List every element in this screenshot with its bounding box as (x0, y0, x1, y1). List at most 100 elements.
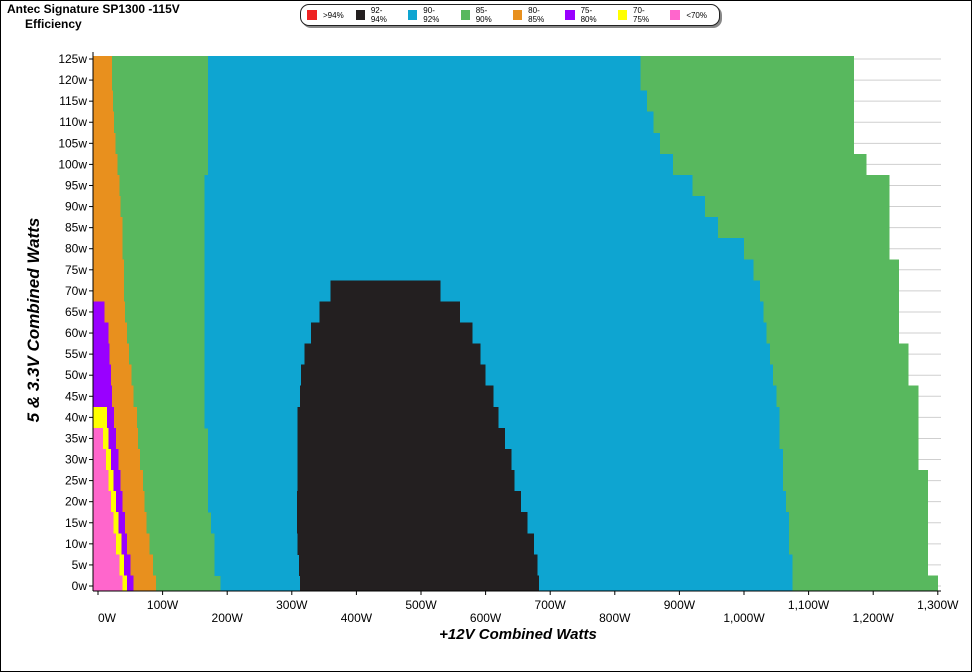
x-tick-label: 500W (405, 598, 437, 612)
region-cell (330, 280, 441, 302)
legend: >94% 92-94% 90-92% 85-90% 80-85% 75-80% 70-75%… (300, 4, 720, 26)
legend-item: <70% (670, 10, 707, 20)
region-cell (93, 259, 124, 281)
region-cell (204, 259, 754, 281)
region-cell (204, 343, 770, 366)
region-cell (93, 554, 120, 576)
region-cell (93, 90, 113, 113)
legend-swatch (670, 10, 681, 20)
legend-label: 75-80% (580, 6, 597, 24)
legend-item: 85-90% (460, 6, 501, 24)
region-cell (93, 301, 105, 323)
region-cell (204, 322, 767, 344)
region-cell (93, 343, 110, 366)
x-tick-label: 1,300W (917, 598, 959, 612)
y-tick-label: 45w (65, 389, 87, 403)
y-tick-label: 80w (65, 242, 87, 256)
region-cell (93, 364, 111, 387)
region-cell (207, 90, 648, 113)
region-cell (207, 153, 673, 176)
region-cell (204, 196, 706, 218)
x-axis-label: +12V Combined Watts (439, 626, 597, 643)
region-cell (93, 174, 120, 197)
y-tick-label: 60w (65, 326, 87, 340)
legend-swatch (307, 10, 317, 20)
legend-label: 70-75% (633, 6, 650, 24)
y-tick-label: 100w (58, 157, 87, 171)
legend-item: 80-85% (513, 6, 553, 24)
region-cell (93, 217, 123, 239)
y-tick-label: 85w (65, 221, 87, 235)
region-cell (297, 533, 535, 555)
region-70 (93, 427, 123, 592)
legend-swatch (460, 10, 470, 20)
x-tick-label: 600W (470, 611, 502, 625)
region-cell (296, 512, 528, 534)
region-cell (207, 56, 641, 70)
region-cell (93, 448, 106, 471)
region-cell (93, 238, 123, 260)
legend-label: 85-90% (475, 6, 492, 24)
region-cell (93, 533, 117, 555)
x-tick-label: 1,200W (853, 611, 895, 625)
y-tick-label: 5w (72, 558, 88, 572)
y-tick-label: 25w (65, 474, 87, 488)
region-cell (93, 153, 118, 176)
region-cell (93, 491, 111, 513)
x-tick-label: 700W (535, 598, 567, 612)
region-cell (298, 554, 538, 576)
region-cell (204, 280, 761, 302)
legend-swatch (513, 10, 523, 20)
y-tick-label: 35w (65, 431, 87, 445)
region-cell (93, 111, 115, 134)
y-tick-label: 40w (65, 410, 87, 424)
legend-item: >94% (307, 10, 344, 20)
y-tick-label: 105w (58, 136, 87, 150)
region-cell (93, 575, 123, 592)
chart-subtitle: Efficiency (25, 17, 82, 31)
region-cell (93, 512, 114, 534)
region-cell (304, 343, 481, 366)
y-tick-label: 50w (65, 368, 87, 382)
region-cell (297, 406, 499, 429)
region-cell (311, 322, 473, 344)
legend-label: 90-92% (423, 6, 440, 24)
region-cell (93, 196, 121, 218)
region-cell (300, 385, 494, 408)
region-cell (296, 491, 522, 513)
region-cell (93, 56, 113, 70)
legend-item: 90-92% (408, 6, 448, 24)
y-tick-label: 10w (65, 537, 87, 551)
legend-label: 92-94% (370, 6, 387, 24)
x-tick-label: 900W (664, 598, 696, 612)
y-tick-label: 0w (72, 579, 88, 593)
y-tick-label: 90w (65, 200, 87, 214)
y-tick-label: 55w (65, 347, 87, 361)
y-tick-label: 115w (59, 94, 87, 108)
x-tick-label: 0W (98, 611, 117, 625)
region-cell (204, 217, 719, 239)
legend-label: <70% (686, 10, 707, 20)
legend-swatch (617, 10, 628, 20)
y-tick-label: 110w (59, 115, 87, 129)
region-cell (204, 301, 764, 323)
region-cell (319, 301, 460, 323)
y-tick-labels: 0w 5w 10w 15w 20w 25w 30w 35w 40w 45w 50w 55w 60w 65w… (58, 52, 93, 593)
region-cell (297, 427, 505, 450)
y-tick-label: 120w (58, 73, 87, 87)
region-cell (297, 470, 515, 492)
x-tick-labels: 0W 100W 200W 300W 400W 500W 600W 700W 800W 900W 1,… (97, 591, 959, 625)
region-cell (93, 132, 116, 155)
y-tick-label: 15w (65, 516, 87, 530)
y-tick-label: 20w (65, 495, 87, 509)
region-cell (297, 448, 512, 471)
y-tick-label: 95w (65, 178, 87, 192)
legend-item: 70-75% (617, 6, 658, 24)
region-cell (93, 385, 113, 408)
x-tick-label: 100W (147, 598, 179, 612)
x-tick-label: 200W (212, 611, 244, 625)
region-layers (93, 56, 938, 592)
region-cell (204, 238, 745, 260)
legend-item: 75-80% (565, 6, 605, 24)
region-cell (93, 470, 109, 492)
